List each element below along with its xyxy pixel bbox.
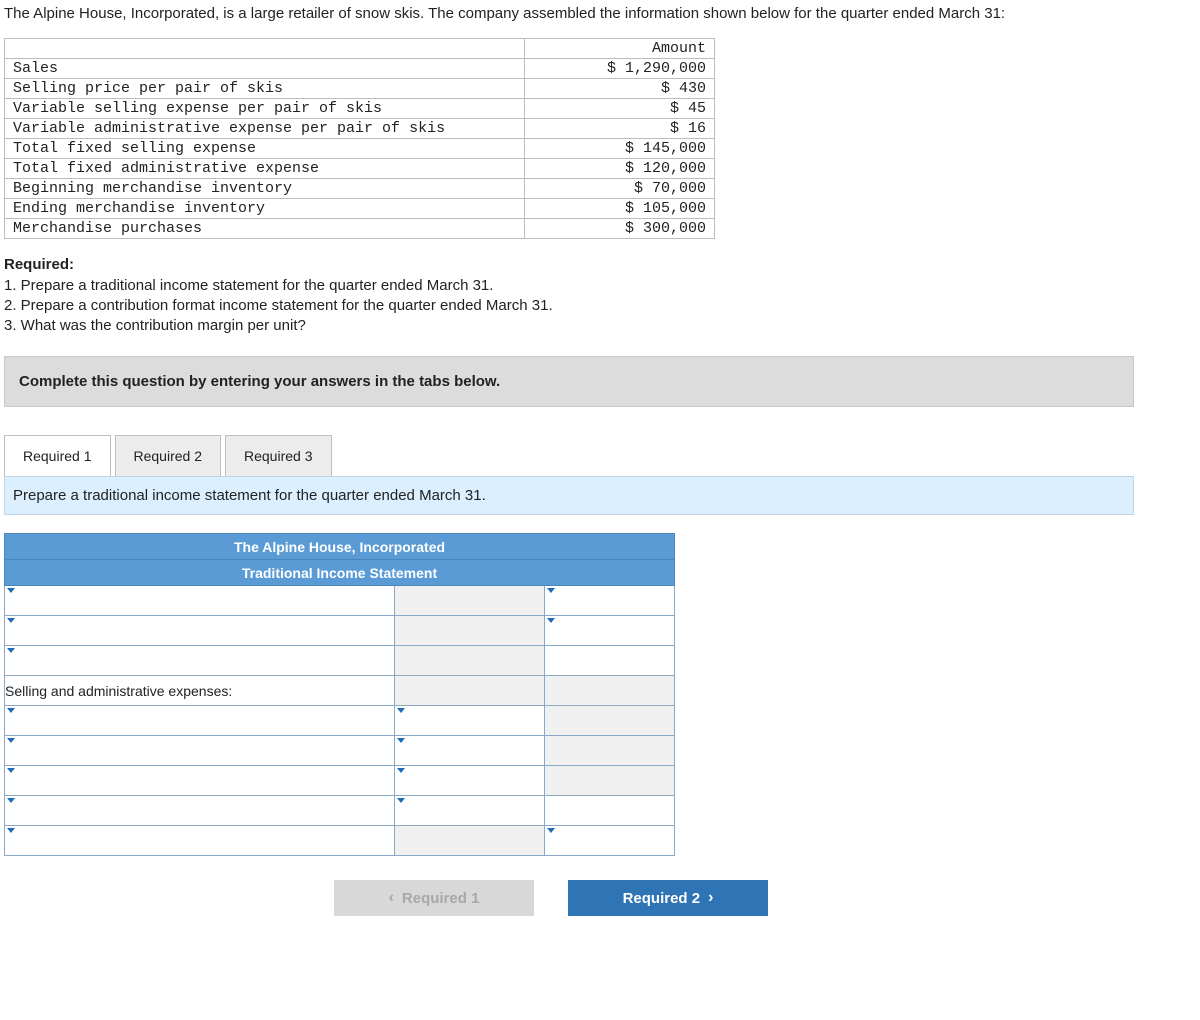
data-label: Total fixed selling expense <box>5 139 525 159</box>
data-amount: $ 105,000 <box>525 199 715 219</box>
table-row: Sales$ 1,290,000 <box>5 59 715 79</box>
table-row <box>5 706 675 736</box>
table-row <box>5 796 675 826</box>
chevron-right-icon: › <box>708 890 713 906</box>
amount-cell[interactable] <box>545 796 675 826</box>
amount-cell[interactable] <box>545 616 675 646</box>
next-button[interactable]: Required 2 › <box>568 880 768 916</box>
amount-cell[interactable] <box>545 646 675 676</box>
amount-cell[interactable] <box>395 706 545 736</box>
required-item: 2. Prepare a contribution format income … <box>4 296 1192 316</box>
answer-title-company: The Alpine House, Incorporated <box>5 534 675 560</box>
data-amount: $ 120,000 <box>525 159 715 179</box>
tab-required-2[interactable]: Required 2 <box>115 435 222 476</box>
table-row: Merchandise purchases$ 300,000 <box>5 219 715 239</box>
table-row <box>5 826 675 856</box>
nav-row: ‹ Required 1 Required 2 › <box>334 880 1192 916</box>
data-label: Total fixed administrative expense <box>5 159 525 179</box>
line-item-dropdown[interactable] <box>5 826 395 856</box>
data-label: Variable administrative expense per pair… <box>5 119 525 139</box>
amount-cell[interactable] <box>395 796 545 826</box>
data-label: Selling price per pair of skis <box>5 79 525 99</box>
table-row <box>5 766 675 796</box>
amount-cell[interactable] <box>545 826 675 856</box>
table-row <box>5 646 675 676</box>
answer-title-statement: Traditional Income Statement <box>5 560 675 586</box>
data-amount: $ 1,290,000 <box>525 59 715 79</box>
section-label-selling-admin: Selling and administrative expenses: <box>5 676 395 706</box>
data-label: Ending merchandise inventory <box>5 199 525 219</box>
amount-cell <box>395 676 545 706</box>
prev-button: ‹ Required 1 <box>334 880 534 916</box>
table-row <box>5 616 675 646</box>
data-amount: $ 145,000 <box>525 139 715 159</box>
required-heading: Required: <box>4 255 1192 275</box>
line-item-dropdown[interactable] <box>5 706 395 736</box>
data-header-amount: Amount <box>525 39 715 59</box>
required-item: 1. Prepare a traditional income statemen… <box>4 276 1192 296</box>
amount-cell <box>395 826 545 856</box>
line-item-dropdown[interactable] <box>5 586 395 616</box>
answer-table: The Alpine House, Incorporated Tradition… <box>4 533 675 856</box>
problem-intro: The Alpine House, Incorporated, is a lar… <box>4 4 1192 24</box>
next-button-label: Required 2 <box>623 890 701 907</box>
line-item-dropdown[interactable] <box>5 796 395 826</box>
instruction-bar: Complete this question by entering your … <box>4 356 1134 407</box>
amount-cell <box>395 646 545 676</box>
data-amount: $ 16 <box>525 119 715 139</box>
tab-required-3[interactable]: Required 3 <box>225 435 332 476</box>
given-data-table: Amount Sales$ 1,290,000Selling price per… <box>4 38 715 239</box>
data-amount: $ 70,000 <box>525 179 715 199</box>
line-item-dropdown[interactable] <box>5 616 395 646</box>
chevron-left-icon: ‹ <box>389 890 394 906</box>
table-row: Variable administrative expense per pair… <box>5 119 715 139</box>
table-row: Selling price per pair of skis$ 430 <box>5 79 715 99</box>
table-row <box>5 736 675 766</box>
table-row: Beginning merchandise inventory$ 70,000 <box>5 179 715 199</box>
line-item-dropdown[interactable] <box>5 736 395 766</box>
amount-cell <box>545 706 675 736</box>
table-row <box>5 586 675 616</box>
amount-cell <box>545 676 675 706</box>
amount-cell[interactable] <box>395 766 545 796</box>
amount-cell[interactable] <box>395 736 545 766</box>
tab-instruction: Prepare a traditional income statement f… <box>4 476 1134 515</box>
table-row: Selling and administrative expenses: <box>5 676 675 706</box>
tab-strip: Required 1 Required 2 Required 3 <box>4 435 1134 476</box>
data-amount: $ 300,000 <box>525 219 715 239</box>
required-item: 3. What was the contribution margin per … <box>4 316 1192 336</box>
data-amount: $ 430 <box>525 79 715 99</box>
table-row: Total fixed administrative expense$ 120,… <box>5 159 715 179</box>
tab-required-1[interactable]: Required 1 <box>4 435 111 476</box>
amount-cell <box>395 616 545 646</box>
data-label: Merchandise purchases <box>5 219 525 239</box>
required-block: Required: 1. Prepare a traditional incom… <box>4 255 1192 336</box>
table-row: Total fixed selling expense$ 145,000 <box>5 139 715 159</box>
data-label: Beginning merchandise inventory <box>5 179 525 199</box>
amount-cell <box>395 586 545 616</box>
amount-cell[interactable] <box>545 586 675 616</box>
table-row: Ending merchandise inventory$ 105,000 <box>5 199 715 219</box>
amount-cell <box>545 766 675 796</box>
data-amount: $ 45 <box>525 99 715 119</box>
data-label: Variable selling expense per pair of ski… <box>5 99 525 119</box>
line-item-dropdown[interactable] <box>5 646 395 676</box>
amount-cell <box>545 736 675 766</box>
data-label: Sales <box>5 59 525 79</box>
data-header-blank <box>5 39 525 59</box>
table-row: Variable selling expense per pair of ski… <box>5 99 715 119</box>
prev-button-label: Required 1 <box>402 890 480 907</box>
line-item-dropdown[interactable] <box>5 766 395 796</box>
